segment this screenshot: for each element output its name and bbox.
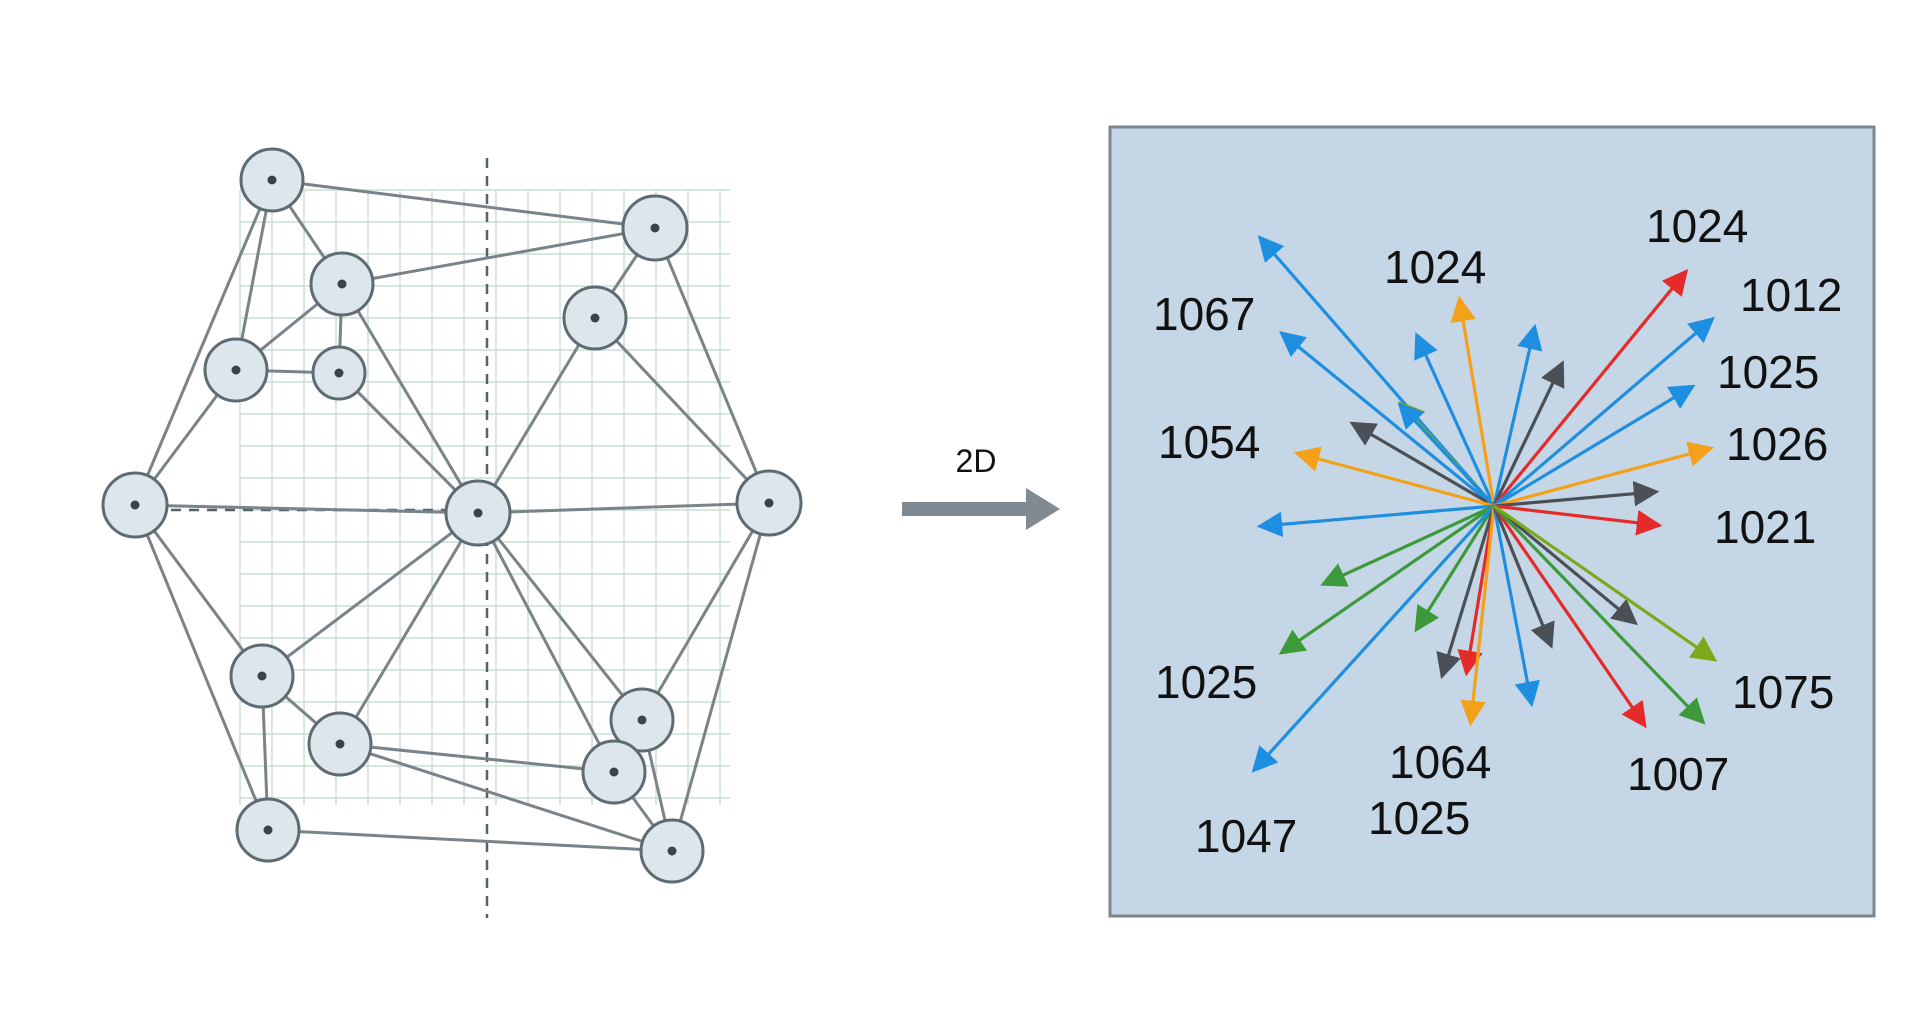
vector-label: 1025 [1717,346,1819,398]
graph-edge [640,502,771,721]
graph-nodes [101,147,803,884]
graph-edge [476,512,616,773]
graph-node-center [764,498,774,508]
vector-label: 1007 [1627,748,1729,800]
vector-arrow [1349,421,1495,508]
graph-node-center [257,671,267,681]
graph-node-center [650,223,660,233]
graph-edge [653,227,771,504]
vector-arrow [1278,504,1495,655]
vector-label: 1075 [1732,666,1834,718]
graph-edge [133,504,264,677]
vector-arrow [1492,505,1555,649]
vector-arrow [1492,316,1715,508]
graph-node-center [231,365,241,375]
transform-label: 2D [956,443,997,479]
graph-node-center [609,767,619,777]
graph-edges [133,178,771,853]
vector-arrow [1256,504,1495,538]
graph-edge [339,742,615,774]
graph-edge [267,828,673,853]
graph-node-center [334,368,344,378]
vector-arrow [1492,504,1638,626]
graph-edge [477,501,770,515]
vector-arrow [1493,384,1696,508]
graph-edge [476,512,644,721]
vector-label: 1021 [1714,501,1816,553]
vector-label: 1026 [1726,418,1828,470]
vector-arrow [1293,446,1495,508]
vector-label: 1067 [1153,288,1255,340]
graph-edge [476,317,597,514]
vector-arrow [1493,504,1663,536]
graph-node-center [335,739,345,749]
vector-arrows [1251,235,1718,773]
vector-arrow [1493,480,1660,508]
vector-arrow [1493,441,1715,508]
vector-arrow [1492,504,1706,725]
vector-label: 1025 [1155,656,1257,708]
transform-arrow [902,488,1060,530]
vector-arrow [1397,402,1496,508]
vector-label: 1024 [1384,241,1486,293]
graph-node-center [337,279,347,289]
vector-arrow [1492,505,1647,729]
graph-node-center [590,313,600,323]
vector-arrow [1414,332,1496,507]
vector-label: 1047 [1195,810,1297,862]
graph-node-center [473,508,483,518]
graph-edge [261,511,479,678]
graph-edge [134,503,479,515]
vector-label: 1054 [1158,416,1260,468]
vector-arrow [1492,323,1543,507]
vector-arrow [1492,269,1689,508]
vector-label: 1025 [1368,792,1470,844]
vector-arrow [1450,295,1496,507]
graph-edge [341,226,656,286]
vector-label: 1064 [1389,736,1491,788]
graph-edge [339,742,673,853]
vector-arrow [1493,504,1718,662]
vector-arrow [1492,360,1565,507]
graph-node-center [637,715,647,725]
vector-arrow [1492,505,1540,708]
graph-edge [133,504,270,831]
graph-edge [133,179,274,506]
graph-node-center [667,846,677,856]
graph-node-center [263,825,273,835]
vector-label: 1012 [1740,269,1842,321]
graph-edge [593,316,771,505]
graph-node-center [130,500,140,510]
graph-edge [338,512,480,745]
vector-arrow [1251,504,1496,773]
graph-edge [271,178,656,230]
vector-arrow [1414,505,1496,633]
vector-arrow [1320,504,1495,587]
graph-node-center [267,175,277,185]
graph-edge [670,502,771,852]
vector-arrow [1436,505,1496,680]
vector-arrow [1460,505,1496,727]
vector-label: 1024 [1646,200,1748,252]
vector-arrow [1279,330,1496,508]
graph-edge [340,283,480,514]
